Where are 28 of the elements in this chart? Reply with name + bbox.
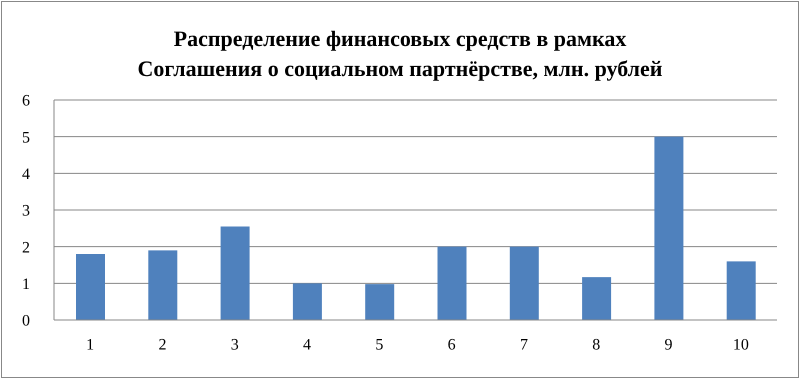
bar [582,277,612,320]
x-tick-label: 10 [732,336,749,354]
y-tick-label: 4 [22,166,30,184]
x-tick-label: 6 [448,336,456,354]
bar [438,246,466,320]
y-tick-label: 0 [22,312,30,330]
bar [292,283,322,320]
x-tick-label: 5 [375,336,384,354]
chart-title: Распределение финансовых средств в рамках Соглашения о социальном партнёрстве, млн. рублей [136,25,664,83]
y-tick-label: 3 [22,202,30,220]
x-tick-label: 3 [230,336,239,354]
bar [726,261,756,320]
bar [654,136,684,320]
bar [76,254,105,320]
x-tick-label: 1 [86,336,94,354]
bar [148,250,178,320]
y-tick-label: 2 [22,239,30,256]
x-tick-label: 9 [664,336,673,354]
bar [510,246,539,320]
x-tick-label: 8 [592,336,600,354]
x-tick-label: 2 [158,336,166,354]
x-tick-label: 7 [520,336,528,354]
y-tick-label: 6 [22,92,30,110]
bar [220,226,250,320]
y-tick-label: 5 [22,129,30,146]
bar [365,284,394,320]
x-tick-label: 4 [303,336,312,354]
y-tick-label: 1 [22,276,30,294]
